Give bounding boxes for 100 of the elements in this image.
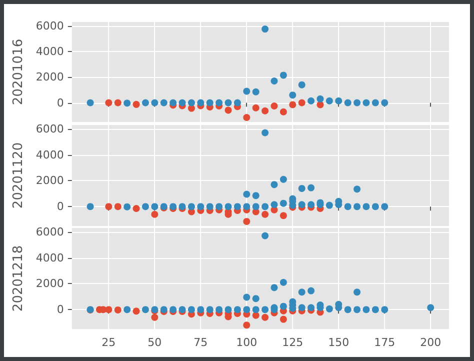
point [308, 184, 315, 192]
point [170, 99, 177, 106]
point [280, 278, 287, 286]
point [354, 203, 361, 210]
y-tick-label: 6000 [36, 225, 64, 238]
y-tick-label: 6000 [36, 19, 64, 32]
point [243, 190, 250, 198]
point [270, 181, 278, 188]
point [381, 306, 388, 314]
point [151, 99, 158, 106]
point [178, 99, 186, 106]
point [335, 97, 342, 104]
point [216, 203, 223, 210]
point [262, 129, 269, 136]
point [280, 200, 287, 207]
point [280, 212, 287, 220]
point [298, 184, 306, 192]
point [224, 203, 232, 210]
point [224, 99, 232, 106]
point [362, 306, 370, 314]
point [216, 99, 223, 106]
point [224, 106, 232, 114]
y-tick-label: 2000 [36, 277, 64, 290]
point [270, 102, 278, 110]
point [354, 186, 361, 193]
point [252, 306, 260, 314]
point [326, 305, 333, 312]
point [243, 306, 250, 314]
point [206, 306, 214, 314]
point [243, 322, 250, 329]
x-tick-label: 150 [328, 336, 350, 349]
point [262, 107, 269, 114]
point [243, 294, 250, 301]
point [252, 88, 260, 96]
point [372, 99, 379, 106]
point [160, 99, 168, 106]
point [197, 99, 204, 106]
point [262, 232, 269, 240]
point [216, 306, 223, 314]
point [151, 314, 158, 321]
point [114, 306, 122, 314]
y-axis-title: 20201016 [11, 38, 26, 106]
point [262, 26, 269, 33]
point [252, 104, 260, 112]
point [362, 99, 370, 106]
point [132, 308, 140, 315]
point [354, 288, 361, 296]
y-axis-title: 20201120 [11, 142, 26, 209]
point [262, 210, 269, 218]
y-tick-label: 4000 [36, 251, 64, 264]
point [298, 99, 306, 106]
point [105, 99, 112, 106]
point [234, 203, 241, 210]
point [280, 176, 287, 183]
point [206, 203, 214, 210]
point [354, 306, 361, 314]
y-tick-label: 0 [56, 96, 64, 110]
point [381, 99, 388, 106]
point [280, 72, 287, 79]
point [86, 203, 94, 210]
point [262, 314, 269, 321]
x-tick-label: 50 [148, 336, 162, 349]
point [243, 88, 250, 95]
point [197, 203, 204, 210]
point [206, 99, 214, 106]
point [427, 304, 434, 312]
point [270, 201, 278, 208]
point [298, 288, 306, 296]
point [280, 302, 287, 310]
point [262, 306, 269, 314]
y-tick-label: 4000 [36, 44, 64, 58]
point [243, 203, 250, 210]
y-tick-label: 2000 [36, 174, 64, 188]
point [344, 306, 352, 314]
point [142, 306, 149, 314]
point [308, 201, 315, 208]
y-axis-title: 20201218 [11, 245, 26, 312]
point [298, 201, 306, 208]
point [326, 97, 333, 104]
point [151, 210, 158, 218]
point [262, 203, 269, 210]
point [132, 205, 140, 212]
point [298, 81, 306, 88]
point [124, 306, 131, 314]
point [372, 306, 379, 314]
y-tick-label: 0 [56, 200, 64, 214]
x-tick-label: 25 [102, 336, 116, 349]
x-tick-label: 75 [194, 336, 208, 349]
point [280, 108, 287, 116]
point [86, 99, 94, 106]
point [132, 100, 140, 108]
point [308, 304, 315, 312]
point [289, 92, 296, 99]
point [308, 97, 315, 104]
x-tick-label: 200 [420, 336, 442, 349]
point [316, 95, 324, 102]
point [105, 306, 112, 314]
point [188, 104, 195, 112]
point [188, 203, 195, 210]
point [197, 306, 204, 314]
